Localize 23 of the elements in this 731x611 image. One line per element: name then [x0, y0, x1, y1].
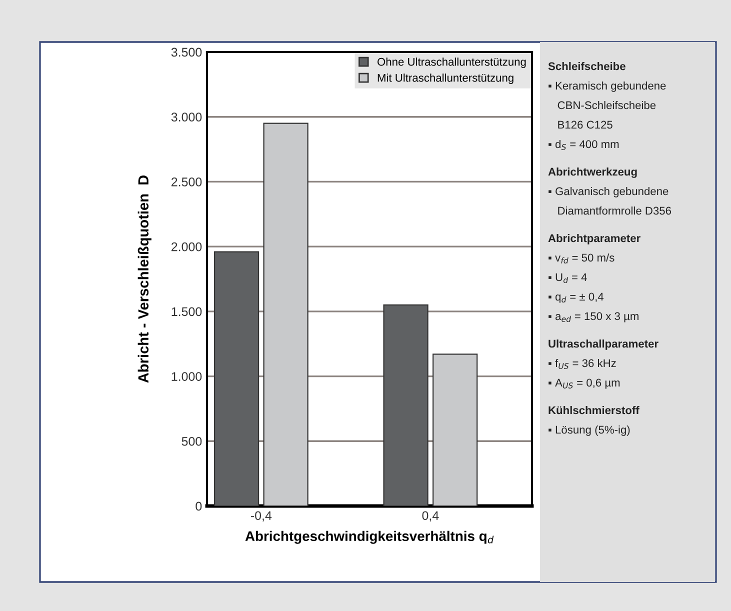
bar	[432, 354, 478, 506]
x-tick-label: 0,4	[422, 511, 439, 522]
text: Abrichtparameter ▪ v$_{fd}$ = 50 m/s ▪ U$_{d}$ = 4 ▪ q$_{d}$ = ± 0,4 ▪ a$_{ed}$ = 150 x 3 µm	[548, 234, 640, 322]
y-axis-title: Abricht - Verschleißquotien D	[138, 175, 152, 383]
y-tick-label: 1.500	[172, 307, 202, 316]
text: Ultraschallparameter ▪ f$_{US}$ = 36 kHz ▪ A$_{US}$ = 0,6 µm	[548, 340, 658, 389]
legend-label: Ohne Ultraschallunterstützung	[378, 58, 526, 68]
y-tick-label: 0	[196, 502, 202, 511]
bar	[263, 122, 308, 506]
y-tick-label: 500	[182, 436, 202, 446]
y-tick-label: 3.000	[171, 112, 202, 122]
bar	[383, 304, 428, 506]
text: Schleifscheibe ▪ Keramisch gebundene CBN-Schleifscheibe B126 C125 ▪ d$_{S}$ = 400 mm	[548, 62, 666, 150]
x-tick-label: -0,4	[250, 511, 272, 522]
text: Abrichtwerkzeug ▪ Galvanisch gebundene Diamantformrolle D356	[548, 168, 672, 215]
legend-label: Mit Ultraschallunterstützung	[378, 74, 514, 84]
x-axis-title: Abrichtgeschwindigkeitsverhältnis q$_{d}$	[245, 530, 494, 544]
bar	[214, 251, 260, 506]
y-tick-label: 2.500	[171, 178, 202, 186]
y-tick-label: 3.500	[171, 48, 202, 57]
y-tick-label: 1.000	[172, 372, 202, 381]
y-tick-label: 2.000	[171, 242, 202, 252]
text: Kühlschmierstoff ▪ Lösung (5%-ig)	[548, 406, 640, 436]
